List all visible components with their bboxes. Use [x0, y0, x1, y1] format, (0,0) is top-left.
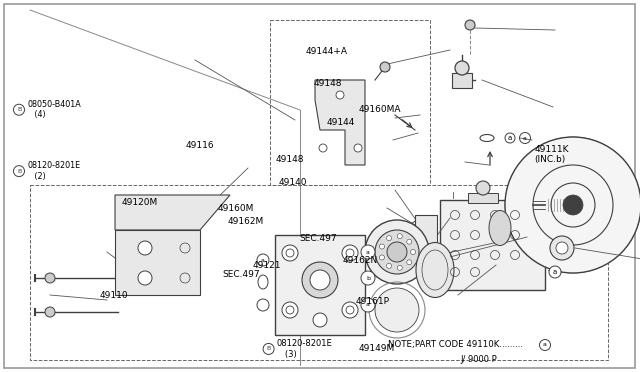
Circle shape — [405, 241, 411, 247]
Text: 49161P: 49161P — [355, 297, 389, 306]
Bar — [468, 193, 498, 203]
Text: a: a — [553, 269, 557, 275]
Text: 08050-B401A
   (4): 08050-B401A (4) — [27, 100, 81, 119]
Circle shape — [397, 265, 403, 270]
Text: a: a — [366, 250, 370, 254]
Circle shape — [319, 144, 327, 152]
Polygon shape — [315, 80, 365, 165]
Text: a: a — [508, 135, 512, 141]
Text: 49140: 49140 — [278, 178, 307, 187]
Circle shape — [556, 242, 568, 254]
Text: 49162M: 49162M — [227, 217, 264, 226]
Circle shape — [45, 273, 55, 283]
Text: 49160MA: 49160MA — [358, 105, 401, 114]
Circle shape — [282, 245, 298, 261]
Bar — [452, 73, 472, 88]
Text: B: B — [17, 169, 21, 174]
Ellipse shape — [489, 211, 511, 246]
Text: SEC.497: SEC.497 — [300, 234, 337, 243]
Text: 08120-8201E
   (3): 08120-8201E (3) — [276, 339, 332, 359]
Circle shape — [397, 234, 403, 239]
Circle shape — [361, 271, 375, 285]
Circle shape — [387, 235, 392, 241]
Text: 49144: 49144 — [326, 118, 355, 127]
Circle shape — [455, 61, 469, 75]
Circle shape — [282, 302, 298, 318]
Circle shape — [313, 313, 327, 327]
Circle shape — [375, 288, 419, 332]
Circle shape — [365, 220, 429, 284]
Circle shape — [387, 242, 407, 262]
Circle shape — [354, 144, 362, 152]
Bar — [415, 215, 437, 245]
Circle shape — [342, 245, 358, 261]
Circle shape — [476, 181, 490, 195]
Text: a: a — [543, 343, 547, 347]
Text: a: a — [366, 302, 370, 308]
Circle shape — [138, 241, 152, 255]
Circle shape — [310, 270, 330, 290]
Text: 49110: 49110 — [99, 291, 128, 300]
Circle shape — [380, 244, 385, 249]
Circle shape — [302, 262, 338, 298]
Bar — [440, 200, 545, 290]
Circle shape — [375, 230, 419, 274]
Text: 49121: 49121 — [253, 262, 282, 270]
Text: 49120M: 49120M — [122, 198, 158, 207]
Polygon shape — [115, 195, 230, 230]
Text: B: B — [266, 346, 271, 352]
Text: 49116: 49116 — [186, 141, 214, 150]
Circle shape — [380, 255, 385, 260]
Bar — [275, 235, 365, 335]
Text: NOTE;PART CODE 49110K.........: NOTE;PART CODE 49110K......... — [388, 340, 523, 350]
Circle shape — [361, 245, 375, 259]
Text: 49148: 49148 — [275, 155, 304, 164]
Circle shape — [410, 250, 415, 254]
Text: 49111K
(INC.b): 49111K (INC.b) — [534, 145, 569, 164]
Circle shape — [465, 20, 475, 30]
Circle shape — [45, 307, 55, 317]
Circle shape — [549, 266, 561, 278]
Circle shape — [257, 254, 269, 266]
Circle shape — [407, 260, 412, 265]
Text: B: B — [17, 107, 21, 112]
Circle shape — [361, 298, 375, 312]
Circle shape — [563, 195, 583, 215]
Circle shape — [257, 299, 269, 311]
Circle shape — [405, 223, 411, 229]
Text: SEC.497: SEC.497 — [223, 270, 260, 279]
Ellipse shape — [480, 135, 494, 141]
Circle shape — [407, 239, 412, 244]
Circle shape — [387, 263, 392, 268]
Text: 49149M: 49149M — [358, 344, 395, 353]
Ellipse shape — [416, 243, 454, 298]
Text: a: a — [261, 257, 265, 263]
Circle shape — [336, 91, 344, 99]
Circle shape — [550, 236, 574, 260]
Text: 49148: 49148 — [314, 79, 342, 88]
Text: 49144+A: 49144+A — [306, 47, 348, 56]
Circle shape — [380, 62, 390, 72]
Bar — [115, 230, 200, 295]
Ellipse shape — [258, 275, 268, 289]
Text: b: b — [366, 276, 370, 280]
Text: 08120-8201E
   (2): 08120-8201E (2) — [27, 161, 80, 181]
Circle shape — [505, 133, 515, 143]
Circle shape — [505, 137, 640, 273]
Text: J/ 9000 P: J/ 9000 P — [460, 356, 497, 365]
Text: a: a — [523, 135, 527, 141]
Circle shape — [138, 271, 152, 285]
Text: 49160M: 49160M — [218, 204, 254, 213]
Circle shape — [342, 302, 358, 318]
Text: 49162N: 49162N — [342, 256, 378, 265]
